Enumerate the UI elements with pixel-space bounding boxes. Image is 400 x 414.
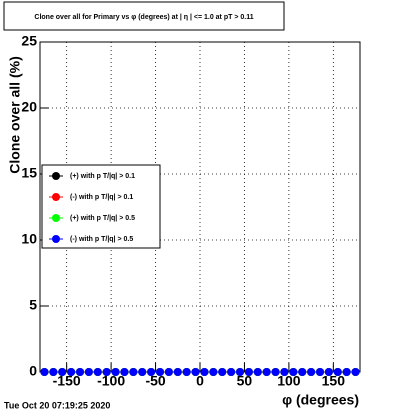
- data-point: [40, 368, 49, 376]
- legend-label: (+) with p T/|q| > 0.5: [70, 215, 135, 222]
- x-axis-label: φ (degrees): [282, 392, 359, 408]
- data-point: [120, 368, 129, 376]
- x-tick-label: 100: [277, 373, 301, 389]
- y-tick-label: 0: [29, 363, 37, 379]
- data-point: [324, 368, 333, 376]
- data-point: [191, 368, 200, 376]
- data-point: [227, 368, 236, 376]
- data-point: [333, 368, 342, 376]
- timestamp: Tue Oct 20 07:19:25 2020: [4, 400, 110, 410]
- legend-marker: [52, 214, 60, 222]
- x-tick-label: 50: [237, 373, 253, 389]
- data-point: [289, 368, 298, 376]
- y-tick-label: 20: [21, 99, 37, 115]
- data-point: [209, 368, 218, 376]
- data-point: [156, 368, 164, 376]
- y-tick-label: 5: [29, 297, 37, 313]
- x-tick-label: 150: [322, 373, 346, 389]
- x-tick-label: -50: [145, 373, 165, 389]
- legend-box: [41, 164, 161, 249]
- data-point: [298, 368, 307, 376]
- legend-label: (+) with p T/|q| > 0.1: [70, 173, 135, 180]
- legend-label: (-) with p T/|q| > 0.1: [70, 194, 133, 201]
- data-point: [342, 368, 351, 376]
- data-point: [218, 368, 227, 376]
- data-point: [76, 368, 84, 376]
- data-point: [58, 368, 67, 376]
- data-point: [307, 368, 316, 376]
- data-point: [271, 368, 280, 376]
- x-tick-label: -100: [97, 373, 125, 389]
- data-point: [67, 368, 76, 376]
- title-box: [3, 1, 285, 31]
- y-tick-label: 10: [21, 231, 37, 247]
- data-point: [111, 368, 120, 376]
- data-point: [262, 368, 271, 376]
- data-point: [173, 368, 182, 376]
- data-point: [147, 368, 156, 376]
- data-point: [84, 368, 93, 376]
- data-point: [253, 368, 262, 376]
- data-point: [182, 368, 191, 376]
- data-point: [93, 368, 102, 376]
- x-tick-label: -150: [53, 373, 81, 389]
- data-point: [102, 368, 111, 376]
- legend-marker: [52, 172, 60, 180]
- legend-marker: [52, 193, 60, 201]
- legend-marker: [52, 235, 60, 243]
- data-point: [244, 368, 253, 376]
- y-tick-label: 15: [21, 165, 37, 181]
- data-point: [129, 368, 138, 376]
- data-point: [280, 368, 289, 376]
- y-axis-label: Clone over all (%): [7, 56, 23, 173]
- data-point: [164, 368, 173, 376]
- data-point: [138, 368, 147, 376]
- data-point: [49, 368, 58, 376]
- data-point: [200, 368, 209, 376]
- data-point: [351, 368, 360, 376]
- data-point: [316, 368, 324, 376]
- legend-label: (-) with p T/|q| > 0.5: [70, 236, 133, 243]
- data-point: [236, 368, 244, 376]
- y-tick-label: 25: [21, 33, 37, 49]
- x-tick-label: 0: [196, 373, 204, 389]
- chart-title: Clone over all for Primary vs φ (degrees…: [34, 14, 253, 21]
